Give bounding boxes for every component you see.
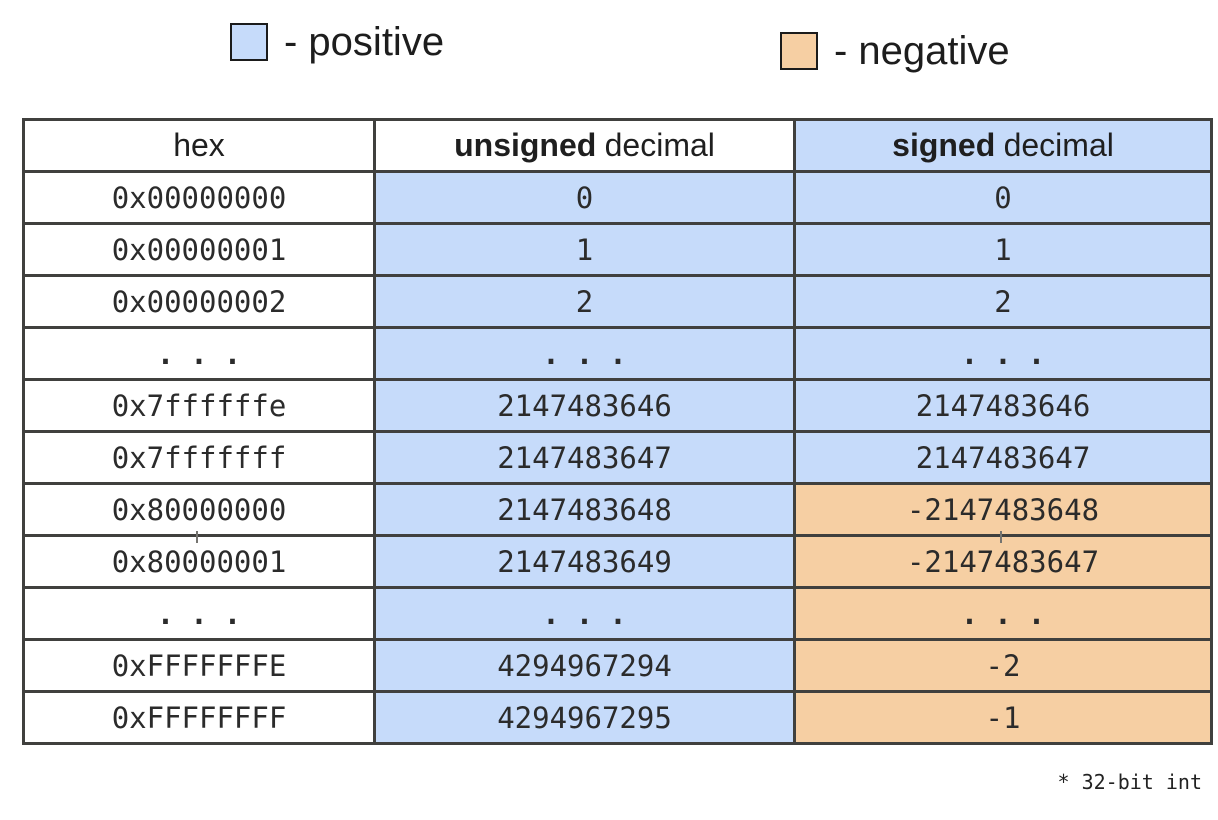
unsigned-cell: 2 — [373, 274, 796, 329]
unsigned-cell: 2147483647 — [373, 430, 796, 485]
unsigned-cell: 2147483648 — [373, 482, 796, 537]
table-row: 0xFFFFFFFF 4294967295 -1 — [22, 690, 1213, 745]
signed-cell: -2147483648 — [793, 482, 1213, 537]
table-row: 0x00000001 1 1 — [22, 222, 1213, 277]
table-row: 0x7ffffffe 2147483646 2147483646 — [22, 378, 1213, 433]
hex-cell: ... — [22, 586, 376, 641]
overflow-boundary-tick — [196, 531, 198, 543]
table-row: 0x00000000 0 0 — [22, 170, 1213, 225]
hex-cell: 0x7ffffffe — [22, 378, 376, 433]
unsigned-cell: ... — [373, 586, 796, 641]
unsigned-cell: 1 — [373, 222, 796, 277]
unsigned-column-header: unsigned decimal — [373, 118, 796, 173]
unsigned-cell: ... — [373, 326, 796, 381]
signed-header-rest: decimal — [1003, 127, 1114, 163]
unsigned-cell: 2147483646 — [373, 378, 796, 433]
hex-cell: 0x00000001 — [22, 222, 376, 277]
hex-cell: 0xFFFFFFFF — [22, 690, 376, 745]
negative-color-swatch — [780, 32, 818, 70]
signed-cell: 0 — [793, 170, 1213, 225]
signed-cell: 2 — [793, 274, 1213, 329]
signed-header-bold: signed — [892, 127, 996, 163]
hex-cell: 0x7fffffff — [22, 430, 376, 485]
hex-cell: 0x00000000 — [22, 170, 376, 225]
hex-cell: ... — [22, 326, 376, 381]
table-row: 0xFFFFFFFE 4294967294 -2 — [22, 638, 1213, 693]
legend-item-negative: - negative — [780, 31, 1010, 71]
signed-cell: ... — [793, 326, 1213, 381]
header-row: hex unsigned decimal signed decimal — [22, 118, 1213, 173]
table-row: 0x7fffffff 2147483647 2147483647 — [22, 430, 1213, 485]
positive-color-swatch — [230, 23, 268, 61]
overflow-boundary-tick — [1000, 531, 1002, 543]
signed-column-header: signed decimal — [793, 118, 1213, 173]
hex-cell: 0xFFFFFFFE — [22, 638, 376, 693]
hex-cell: 0x80000000 — [22, 482, 376, 537]
signed-cell: 1 — [793, 222, 1213, 277]
table-row-ellipsis: ... ... ... — [22, 586, 1213, 641]
hex-cell: 0x80000001 — [22, 534, 376, 589]
signed-cell: -1 — [793, 690, 1213, 745]
hex-cell: 0x00000002 — [22, 274, 376, 329]
signed-cell: -2 — [793, 638, 1213, 693]
signed-cell: 2147483646 — [793, 378, 1213, 433]
table-row-ellipsis: ... ... ... — [22, 326, 1213, 381]
positive-legend-label: - positive — [284, 20, 445, 64]
table-row-overflow-boundary: 0x80000000 2147483648 -2147483648 — [22, 482, 1213, 537]
signed-cell: -2147483647 — [793, 534, 1213, 589]
unsigned-header-rest: decimal — [604, 127, 715, 163]
unsigned-cell: 2147483649 — [373, 534, 796, 589]
table-row: 0x80000001 2147483649 -2147483647 — [22, 534, 1213, 589]
int-representation-table: hex unsigned decimal signed decimal 0x0000… — [22, 118, 1213, 745]
signed-cell: 2147483647 — [793, 430, 1213, 485]
unsigned-header-bold: unsigned — [454, 127, 597, 163]
signed-cell: ... — [793, 586, 1213, 641]
negative-legend-label: - negative — [834, 29, 1010, 73]
hex-column-header: hex — [22, 118, 376, 173]
unsigned-cell: 4294967295 — [373, 690, 796, 745]
table-row: 0x00000002 2 2 — [22, 274, 1213, 329]
unsigned-cell: 0 — [373, 170, 796, 225]
legend-item-positive: - positive — [230, 22, 444, 62]
unsigned-cell: 4294967294 — [373, 638, 796, 693]
footnote: * 32-bit int — [1057, 770, 1203, 794]
